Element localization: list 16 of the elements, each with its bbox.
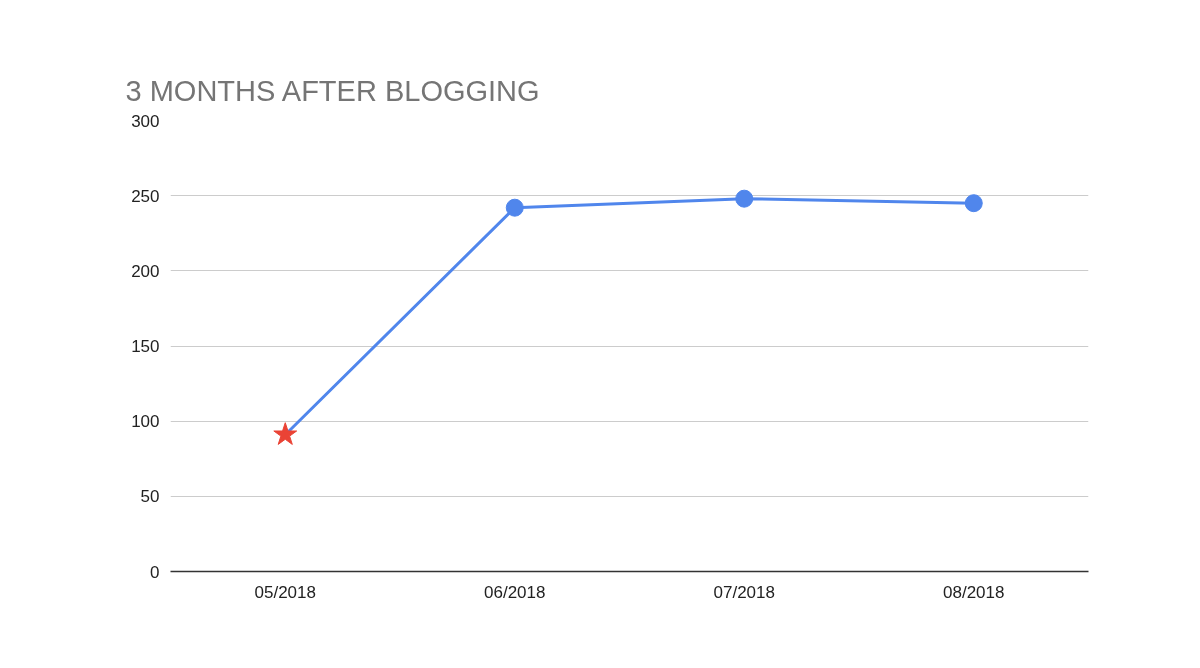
- x-tick-label: 05/2018: [254, 582, 316, 602]
- x-tick-label: 07/2018: [713, 582, 775, 602]
- y-tick-label: 250: [131, 186, 160, 206]
- point: [505, 198, 524, 217]
- point: [273, 422, 298, 445]
- y-tick-label: 150: [131, 337, 160, 356]
- y-tick-label: 100: [131, 412, 160, 432]
- y-tick-label: 200: [131, 261, 160, 281]
- y-tick-label: 50: [140, 487, 160, 507]
- point: [964, 194, 983, 213]
- y-tick-label: 300: [131, 111, 160, 131]
- y-tick-label: 0: [150, 562, 160, 582]
- x-tick-label: 06/2018: [484, 582, 546, 602]
- x-tick-label: 08/2018: [943, 582, 1005, 602]
- point: [735, 189, 754, 208]
- chart-title: 3 MONTHS AFTER BLOGGING: [125, 74, 540, 107]
